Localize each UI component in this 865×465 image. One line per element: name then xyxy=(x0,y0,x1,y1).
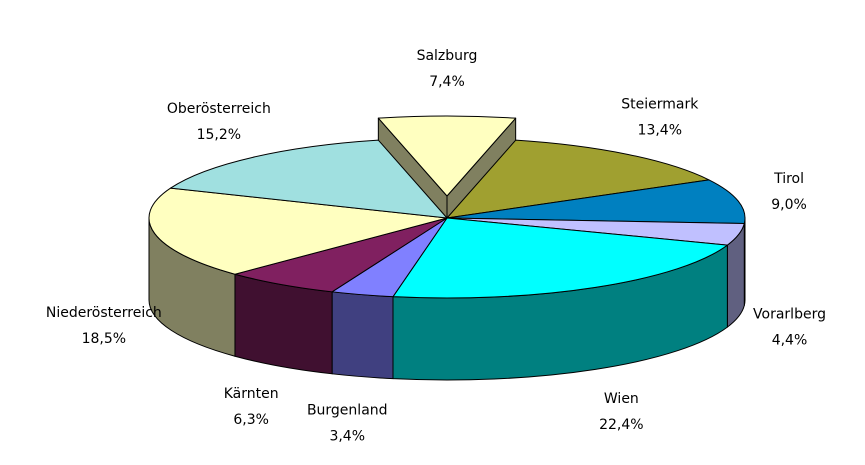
slice xyxy=(377,115,517,197)
slice-value-label: 22,4% xyxy=(599,417,643,433)
slice-value-label: 3,4% xyxy=(329,429,365,445)
slice-value-label: 6,3% xyxy=(233,412,269,428)
slice xyxy=(170,139,448,219)
slice-label: Steiermark xyxy=(621,96,699,112)
slice xyxy=(392,217,728,299)
slice-value-label: 7,4% xyxy=(429,74,465,90)
slice-value-label: 9,0% xyxy=(771,197,807,213)
slice xyxy=(446,179,746,225)
slice-side xyxy=(331,291,394,380)
slice-label: Vorarlberg xyxy=(753,306,826,322)
slice-label: Oberösterreich xyxy=(167,101,271,117)
slice-label: Tirol xyxy=(773,171,804,187)
slice-label: Salzburg xyxy=(417,48,478,64)
slice-value-label: 18,5% xyxy=(82,331,126,347)
slice xyxy=(446,139,710,219)
slice-value-label: 13,4% xyxy=(638,122,682,138)
slice-label: Kärnten xyxy=(224,386,279,402)
slice-label: Wien xyxy=(604,391,639,407)
slice-label: Niederösterreich xyxy=(46,305,162,321)
slice-value-label: 15,2% xyxy=(197,127,241,143)
slice xyxy=(234,217,448,293)
slice-label: Burgenland xyxy=(307,403,388,419)
slice-value-label: 4,4% xyxy=(772,332,808,348)
slice xyxy=(148,187,448,275)
